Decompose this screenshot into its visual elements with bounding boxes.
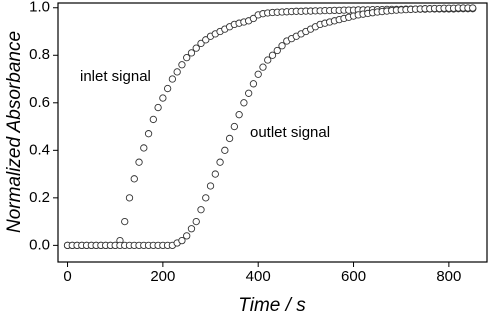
data-point xyxy=(187,225,196,233)
data-point xyxy=(230,122,239,131)
data-point xyxy=(178,61,186,69)
data-point xyxy=(254,70,262,78)
data-point xyxy=(135,158,143,166)
data-point xyxy=(273,46,281,55)
data-point xyxy=(130,175,138,183)
data-point xyxy=(154,103,162,112)
data-point xyxy=(278,42,286,50)
data-point xyxy=(163,84,172,93)
data-point xyxy=(187,49,196,57)
data-point xyxy=(178,236,186,245)
data-point xyxy=(149,115,157,124)
data-point xyxy=(235,111,243,119)
data-point xyxy=(197,39,205,48)
data-point xyxy=(245,89,253,97)
data-point xyxy=(221,146,229,154)
data-point xyxy=(192,217,200,226)
data-point xyxy=(264,56,272,64)
y-tick-label: 0.8 xyxy=(29,46,50,63)
x-tick-label: 400 xyxy=(246,268,271,285)
series-annotation: outlet signal xyxy=(250,124,330,141)
data-point xyxy=(249,80,258,88)
y-tick-label: 0.4 xyxy=(29,141,50,158)
x-tick-label: 800 xyxy=(436,268,461,285)
data-point xyxy=(202,36,210,44)
data-point xyxy=(202,194,210,202)
data-point xyxy=(144,130,153,138)
data-point xyxy=(268,51,277,59)
data-point xyxy=(125,194,134,202)
data-point xyxy=(192,44,200,52)
x-tick-label: 0 xyxy=(63,268,71,285)
data-point xyxy=(240,99,248,107)
data-point xyxy=(469,4,477,12)
x-axis-title: Time / s xyxy=(238,295,306,316)
data-point xyxy=(249,14,258,23)
y-tick-label: 1.0 xyxy=(29,0,50,16)
data-point xyxy=(140,144,148,152)
y-tick-label: 0.2 xyxy=(29,189,50,206)
series-annotation: inlet signal xyxy=(80,68,151,85)
data-point xyxy=(206,182,215,190)
data-point xyxy=(216,158,224,166)
plot-frame xyxy=(57,2,488,263)
y-axis-title: Normalized Absorbance xyxy=(4,31,25,233)
data-point xyxy=(121,217,129,226)
data-point xyxy=(183,232,191,240)
y-tick-label: 0.0 xyxy=(29,236,50,253)
x-tick-label: 600 xyxy=(341,268,366,285)
data-point xyxy=(197,206,205,214)
data-point xyxy=(173,68,181,76)
data-point xyxy=(183,54,191,62)
data-point xyxy=(211,170,219,178)
x-tick-label: 200 xyxy=(150,268,175,285)
data-point xyxy=(168,75,177,83)
data-point xyxy=(159,94,167,102)
data-point xyxy=(225,134,234,143)
y-tick-label: 0.6 xyxy=(29,94,50,111)
data-point xyxy=(259,63,267,71)
